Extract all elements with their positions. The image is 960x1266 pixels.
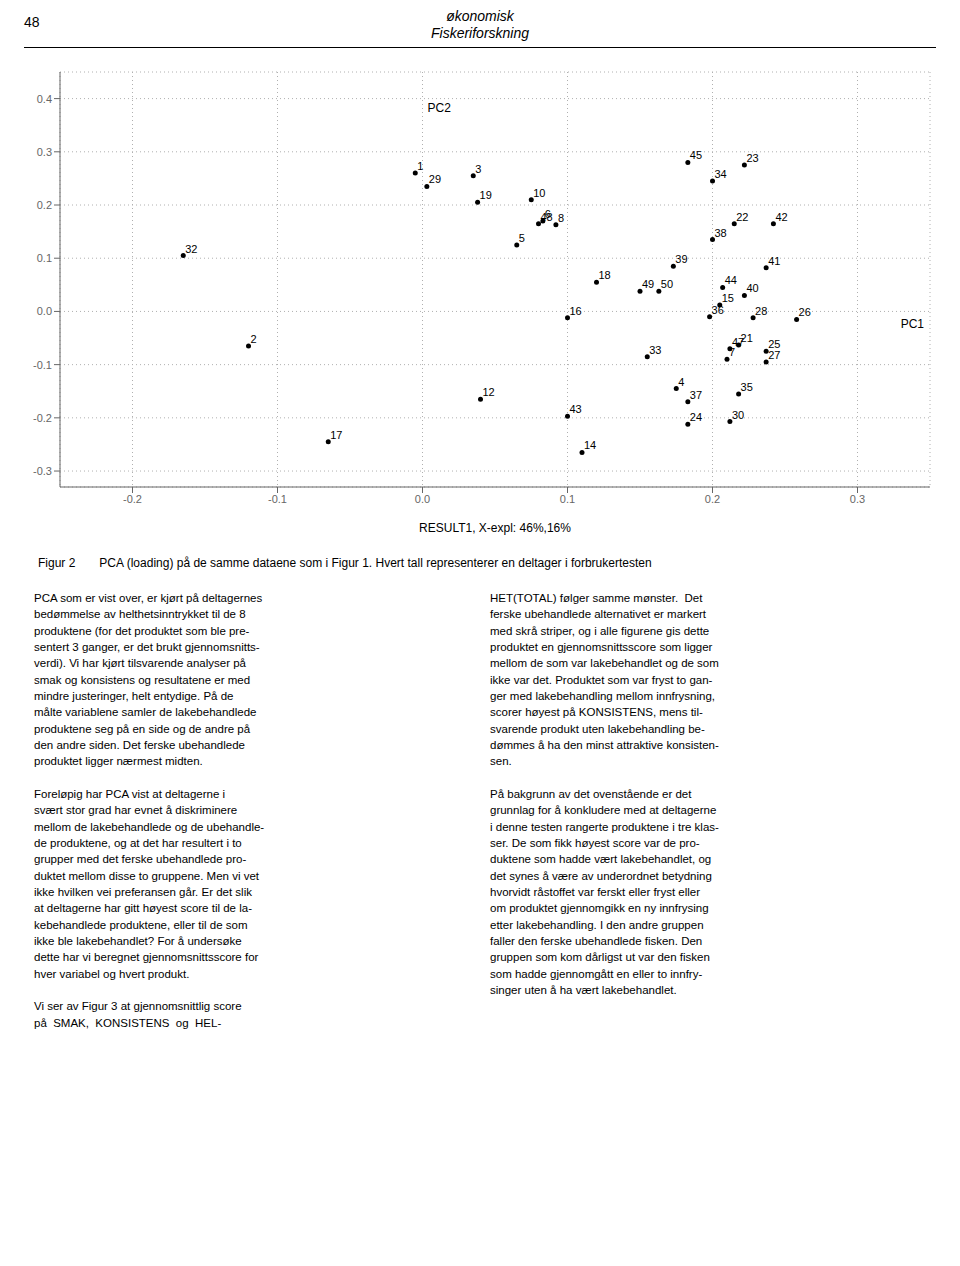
svg-text:43: 43 [570, 403, 582, 415]
svg-text:10: 10 [533, 187, 545, 199]
html-text:PC1: PC1 [900, 317, 924, 332]
svg-text:15: 15 [722, 292, 734, 304]
svg-text:38: 38 [715, 227, 727, 239]
svg-text:44: 44 [725, 274, 737, 286]
svg-text:23: 23 [746, 152, 758, 164]
svg-text:45: 45 [690, 149, 702, 161]
svg-text:7: 7 [729, 346, 736, 359]
html-text:økonomisk: økonomisk [446, 8, 514, 24]
html-text:48: 48 [24, 14, 40, 30]
svg-text:21: 21 [740, 331, 753, 344]
svg-text:34: 34 [715, 168, 727, 180]
svg-text:-0.1: -0.1 [268, 493, 287, 505]
svg-text:22: 22 [736, 211, 748, 223]
html-text:Fiskeriforskning: Fiskeriforskning [431, 25, 529, 41]
svg-text:30: 30 [732, 409, 744, 421]
svg-text:40: 40 [746, 282, 758, 294]
svg-text:50: 50 [661, 278, 673, 290]
svg-text:0.1: 0.1 [37, 252, 52, 264]
svg-text:14: 14 [584, 439, 596, 451]
svg-text:29: 29 [429, 173, 441, 185]
svg-text:4: 4 [678, 376, 684, 388]
svg-text:35: 35 [741, 381, 753, 393]
svg-text:41: 41 [768, 255, 780, 267]
svg-text:-0.2: -0.2 [123, 493, 142, 505]
svg-text:1: 1 [417, 160, 423, 172]
svg-text:12: 12 [483, 386, 495, 398]
svg-text:32: 32 [185, 243, 197, 255]
svg-text:47: 47 [732, 336, 744, 348]
svg-text:0.0: 0.0 [415, 493, 430, 505]
svg-text:18: 18 [599, 269, 611, 281]
svg-text:37: 37 [690, 389, 702, 401]
svg-text:-0.3: -0.3 [33, 465, 52, 477]
html-text:Figur 2: Figur 2 [38, 556, 76, 570]
svg-text:0.4: 0.4 [37, 93, 52, 105]
svg-text:33: 33 [649, 344, 661, 356]
svg-text:48: 48 [541, 211, 553, 223]
svg-text:0.3: 0.3 [850, 493, 865, 505]
svg-text:-0.2: -0.2 [33, 412, 52, 424]
svg-text:2: 2 [251, 333, 257, 345]
svg-text:RESULT1, X-expl: 46%,16%: RESULT1, X-expl: 46%,16% [419, 521, 571, 535]
svg-text:42: 42 [775, 211, 787, 223]
svg-text:0.0: 0.0 [37, 305, 52, 317]
svg-text:27: 27 [768, 349, 780, 361]
svg-text:28: 28 [755, 305, 767, 317]
svg-text:8: 8 [558, 212, 564, 224]
html-text:HET(TOTAL) følger samme mønste: HET(TOTAL) følger samme mønster. Det fer… [490, 592, 719, 996]
svg-text:5: 5 [519, 232, 525, 244]
html-text:PCA som er vist over, er kjørt: PCA som er vist over, er kjørt på deltag… [34, 592, 265, 1029]
svg-text:0.2: 0.2 [37, 199, 52, 211]
svg-text:-0.1: -0.1 [33, 359, 52, 371]
svg-text:0.2: 0.2 [705, 493, 720, 505]
svg-text:25: 25 [768, 338, 781, 351]
svg-text:26: 26 [799, 306, 811, 318]
svg-text:3: 3 [475, 163, 481, 175]
svg-text:19: 19 [480, 189, 492, 201]
html-text:PCA (loading) på de samme data: PCA (loading) på de samme dataene som i … [99, 556, 652, 570]
svg-text:0.3: 0.3 [37, 146, 52, 158]
svg-text:16: 16 [570, 305, 582, 317]
svg-text:0.1: 0.1 [560, 493, 575, 505]
svg-text:24: 24 [690, 411, 702, 423]
svg-text:49: 49 [642, 278, 654, 290]
svg-text:17: 17 [330, 429, 342, 441]
svg-text:39: 39 [675, 253, 687, 265]
svg-text:36: 36 [712, 304, 724, 316]
html-text:PC2: PC2 [427, 101, 451, 115]
